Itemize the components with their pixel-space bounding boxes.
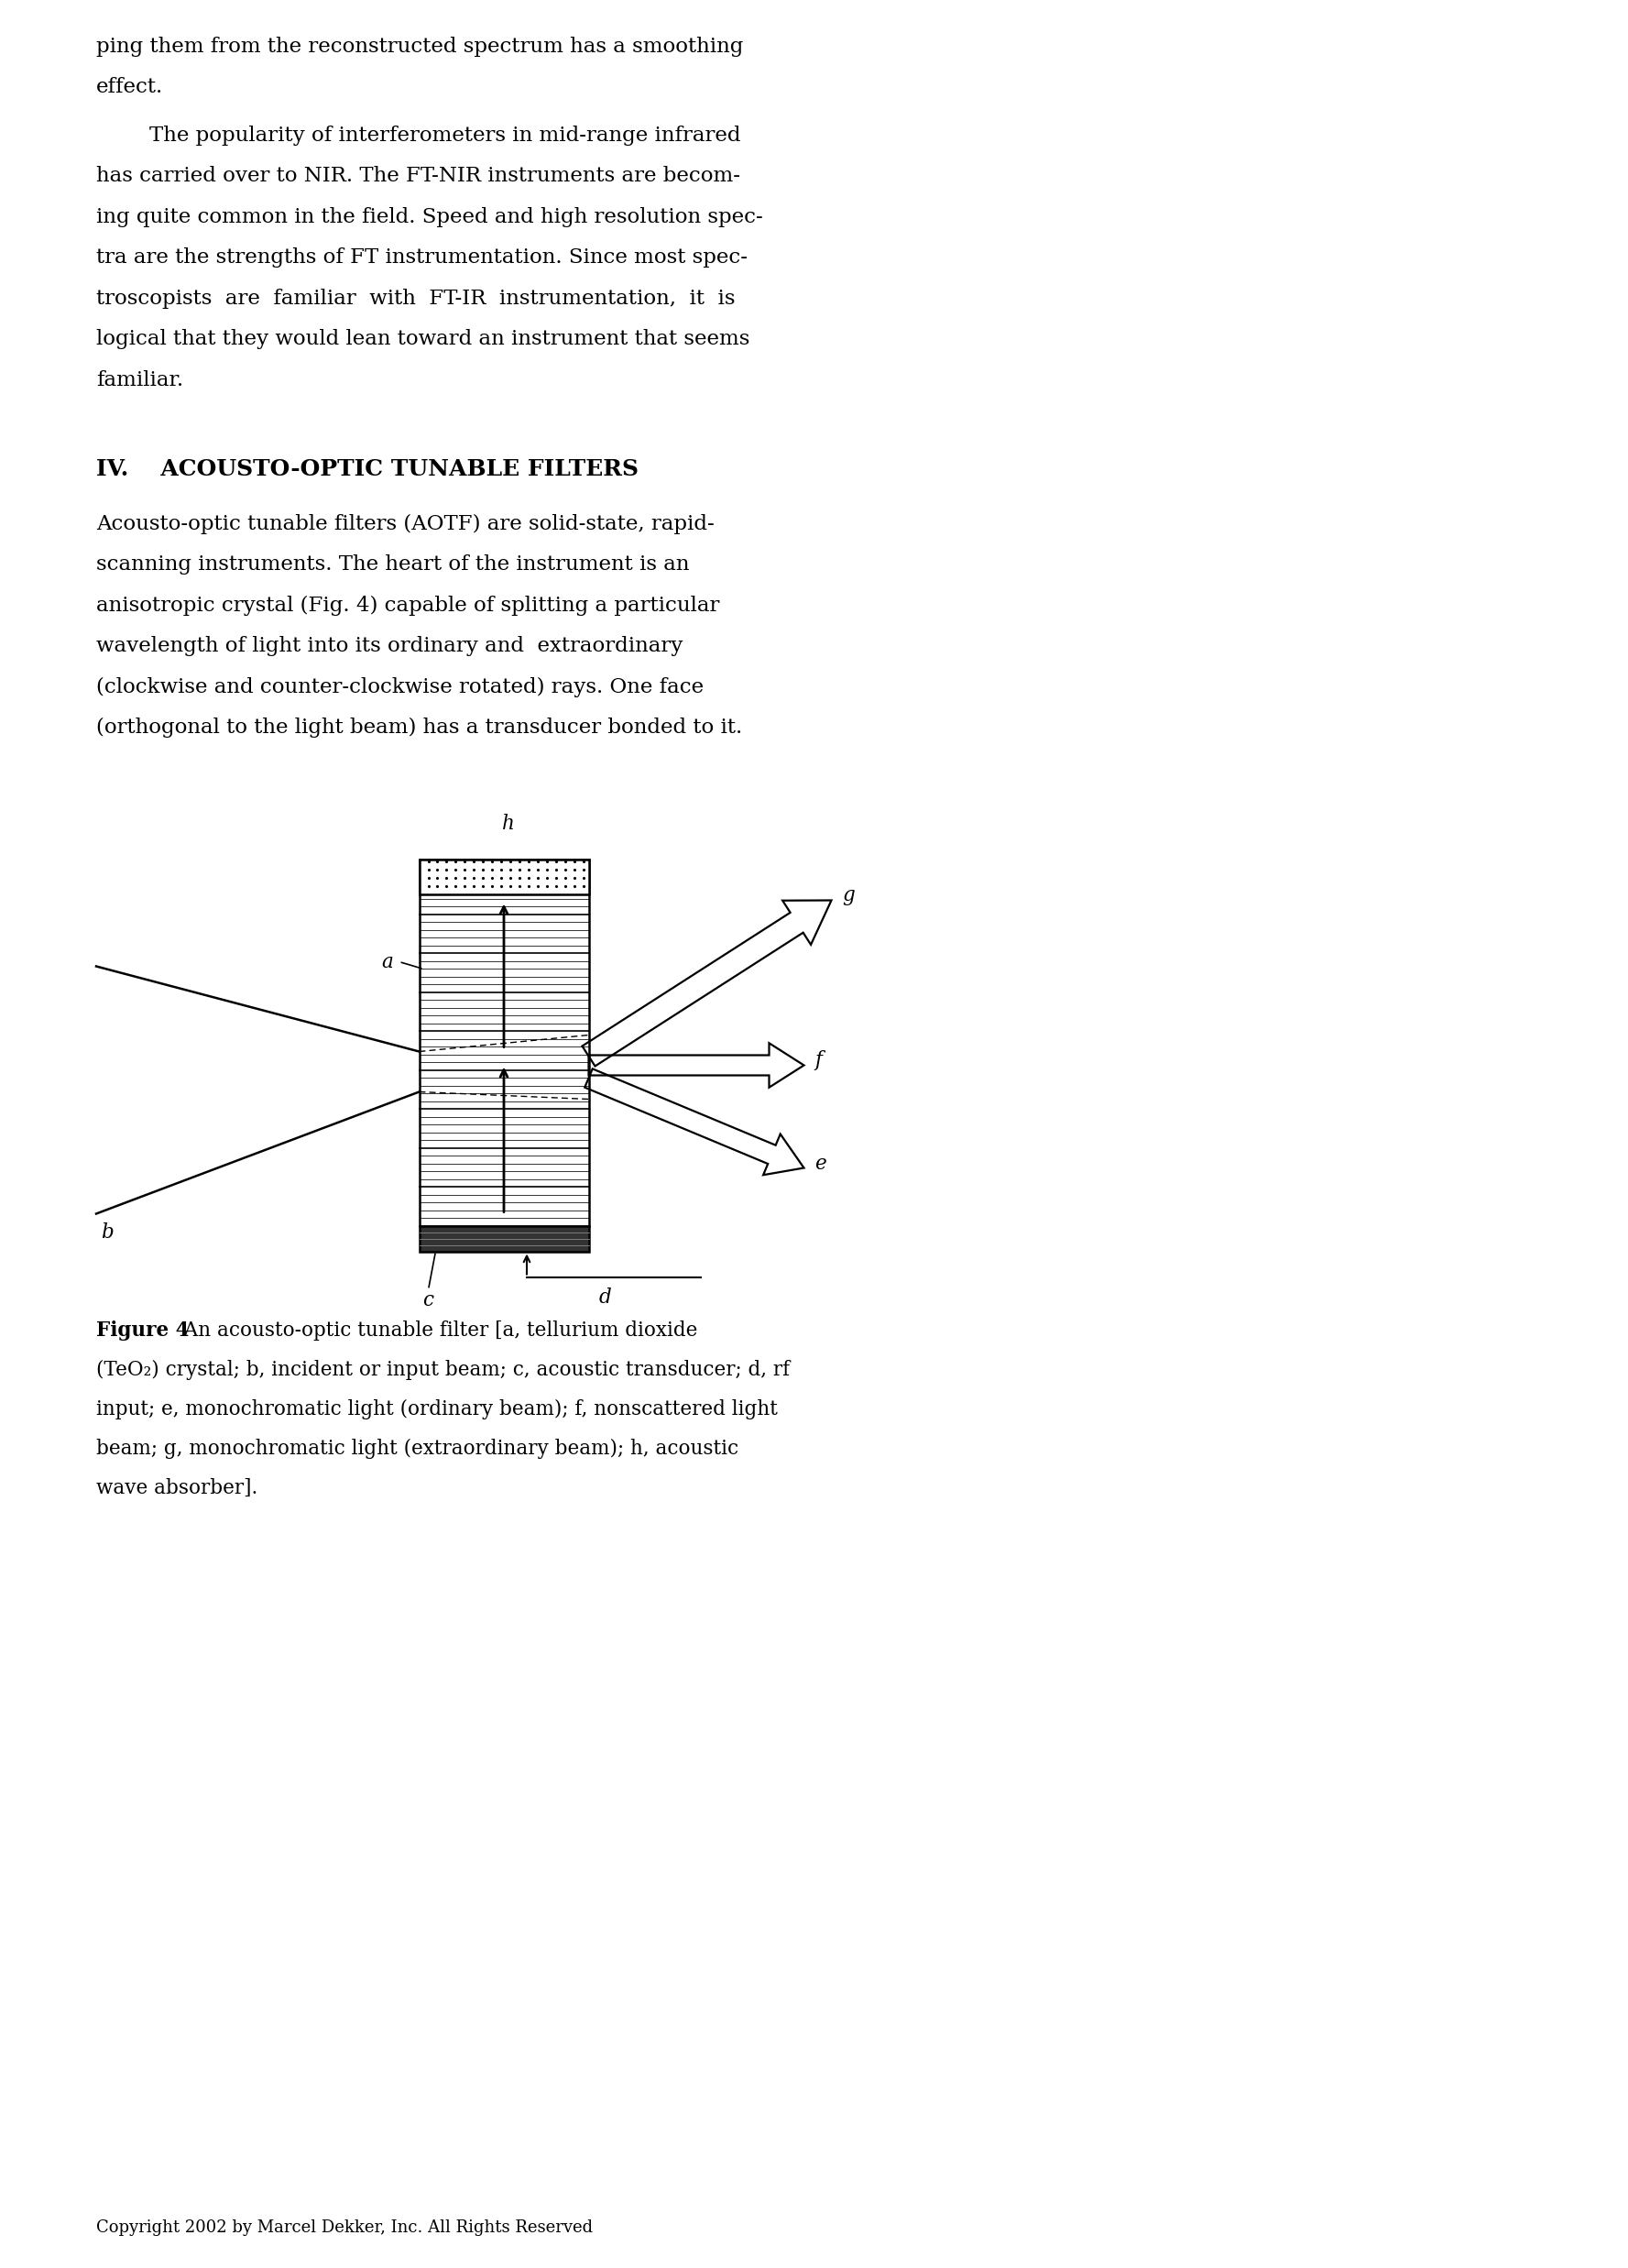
Text: The popularity of interferometers in mid-range infrared: The popularity of interferometers in mid… [96,125,741,145]
Text: (TeO₂) crystal; b, incident or input beam; c, acoustic transducer; d, rf: (TeO₂) crystal; b, incident or input bea… [96,1359,790,1379]
Text: wave absorber].: wave absorber]. [96,1479,257,1497]
Text: a: a [381,953,394,971]
Text: effect.: effect. [96,77,163,98]
Text: ping them from the reconstructed spectrum has a smoothing: ping them from the reconstructed spectru… [96,36,744,57]
Text: logical that they would lean toward an instrument that seems: logical that they would lean toward an i… [96,329,751,349]
Text: troscopists  are  familiar  with  FT-IR  instrumentation,  it  is: troscopists are familiar with FT-IR inst… [96,288,736,308]
Text: c: c [423,1290,433,1311]
Text: f: f [816,1050,822,1070]
Text: Figure 4: Figure 4 [96,1320,189,1340]
Text: tra are the strengths of FT instrumentation. Since most spec-: tra are the strengths of FT instrumentat… [96,247,747,268]
Text: d: d [599,1288,610,1309]
Text: An acousto-optic tunable filter [a, tellurium dioxide: An acousto-optic tunable filter [a, tell… [171,1320,697,1340]
Bar [418,860,589,1225]
Text: Copyright 2002 by Marcel Dekker, Inc. All Rights Reserved: Copyright 2002 by Marcel Dekker, Inc. Al… [96,2220,593,2236]
Text: familiar.: familiar. [96,370,184,390]
Bar [418,860,589,894]
Text: h: h [501,814,514,832]
Text: anisotropic crystal (Fig. 4) capable of splitting a particular: anisotropic crystal (Fig. 4) capable of … [96,594,720,615]
Text: e: e [816,1152,827,1173]
Text: IV.    ACOUSTO-OPTIC TUNABLE FILTERS: IV. ACOUSTO-OPTIC TUNABLE FILTERS [96,458,638,481]
Text: wavelength of light into its ordinary and  extraordinary: wavelength of light into its ordinary an… [96,635,682,655]
Text: g: g [842,887,855,905]
Text: scanning instruments. The heart of the instrument is an: scanning instruments. The heart of the i… [96,553,689,574]
Text: input; e, monochromatic light (ordinary beam); f, nonscattered light: input; e, monochromatic light (ordinary … [96,1399,778,1420]
Text: (orthogonal to the light beam) has a transducer bonded to it.: (orthogonal to the light beam) has a tra… [96,717,742,737]
Bar [418,1225,589,1252]
Text: Acousto-optic tunable filters (AOTF) are solid-state, rapid-: Acousto-optic tunable filters (AOTF) are… [96,513,715,533]
Text: has carried over to NIR. The FT-NIR instruments are becom-: has carried over to NIR. The FT-NIR inst… [96,166,741,186]
Text: beam; g, monochromatic light (extraordinary beam); h, acoustic: beam; g, monochromatic light (extraordin… [96,1438,739,1458]
Text: ing quite common in the field. Speed and high resolution spec-: ing quite common in the field. Speed and… [96,206,764,227]
Text: b: b [101,1222,114,1243]
Text: (clockwise and counter-clockwise rotated) rays. One face: (clockwise and counter-clockwise rotated… [96,676,703,696]
